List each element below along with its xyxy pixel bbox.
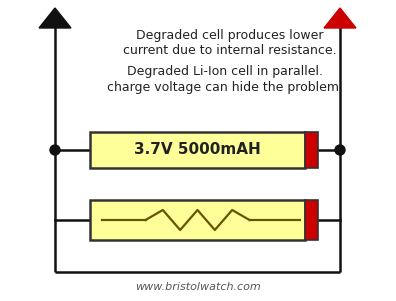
Bar [305, 132, 318, 168]
Bar [305, 200, 318, 240]
Circle shape [50, 145, 60, 155]
Bar [90, 132, 305, 168]
Text: charge voltage can hide the problem.: charge voltage can hide the problem. [107, 80, 343, 94]
Polygon shape [324, 8, 356, 28]
Text: 3.7V 5000mAH: 3.7V 5000mAH [134, 142, 261, 157]
Text: Degraded cell produces lower: Degraded cell produces lower [136, 29, 324, 42]
Circle shape [335, 145, 345, 155]
Polygon shape [39, 8, 71, 28]
Text: current due to internal resistance.: current due to internal resistance. [123, 44, 337, 57]
Text: www.bristolwatch.com: www.bristolwatch.com [135, 282, 261, 292]
Text: Degraded Li-Ion cell in parallel.: Degraded Li-Ion cell in parallel. [127, 66, 323, 79]
Bar [90, 200, 305, 240]
